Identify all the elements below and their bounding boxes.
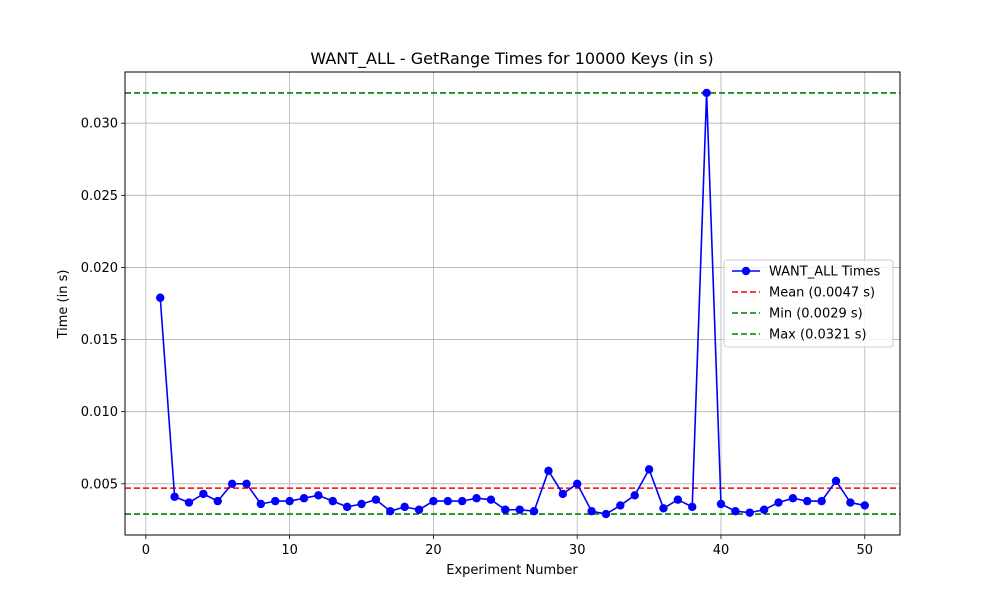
legend: WANT_ALL Times Mean (0.0047 s) Min (0.0029…	[723, 259, 894, 348]
data-point	[515, 505, 524, 514]
data-point	[314, 491, 323, 500]
data-point	[213, 496, 222, 506]
x-axis: 0 10 20 30 40 50	[142, 535, 873, 558]
data-point	[227, 479, 237, 488]
data-point	[745, 508, 754, 517]
data-point	[443, 496, 452, 506]
y-tick-label: 0.020	[81, 261, 118, 276]
data-point	[299, 494, 309, 503]
y-axis-title: Time (in s)	[56, 270, 71, 340]
data-point	[457, 496, 467, 506]
data-point	[803, 496, 812, 506]
legend-label: Max (0.0321 s)	[769, 328, 867, 343]
data-point	[342, 502, 352, 512]
legend-label: WANT_ALL Times	[769, 265, 881, 280]
data-point	[328, 496, 337, 506]
data-point	[242, 479, 251, 488]
data-point	[774, 498, 783, 507]
data-point	[371, 495, 381, 504]
data-point	[601, 509, 611, 519]
data-point	[256, 499, 266, 509]
data-point	[170, 492, 179, 501]
data-point	[846, 498, 855, 507]
data-point	[716, 499, 726, 509]
data-point	[199, 489, 208, 499]
legend-label: Mean (0.0047 s)	[769, 286, 875, 301]
data-point	[644, 465, 654, 474]
y-axis: 0.005 0.010 0.015 0.020 0.025 0.030	[81, 117, 125, 492]
data-point	[271, 496, 280, 506]
legend-box	[723, 259, 894, 348]
x-tick-label: 40	[713, 543, 730, 558]
data-point	[156, 293, 165, 302]
data-point	[472, 494, 481, 503]
y-tick-label: 0.030	[81, 117, 118, 132]
y-tick-label: 0.025	[81, 189, 118, 204]
y-tick-label: 0.005	[81, 477, 118, 492]
data-point	[285, 496, 294, 506]
x-tick-label: 30	[569, 543, 586, 558]
data-point	[486, 495, 496, 504]
y-tick-label: 0.010	[81, 405, 118, 420]
data-point	[688, 502, 697, 512]
y-tick-label: 0.015	[81, 333, 118, 348]
x-tick-label: 0	[142, 543, 150, 558]
x-tick-label: 50	[856, 543, 873, 558]
data-point	[630, 491, 639, 500]
legend-marker	[741, 266, 751, 276]
data-point	[702, 88, 711, 98]
data-point	[386, 507, 395, 516]
data-point	[673, 495, 683, 504]
x-axis-title: Experiment Number	[446, 563, 578, 578]
data-point	[587, 507, 596, 516]
data-point	[616, 501, 625, 510]
data-point	[357, 499, 366, 509]
data-point	[501, 505, 510, 514]
data-point	[573, 479, 582, 488]
data-point	[860, 501, 869, 510]
data-point	[731, 507, 740, 516]
data-point	[184, 498, 194, 507]
data-point	[414, 505, 424, 514]
data-point	[544, 466, 553, 476]
data-point	[759, 505, 769, 514]
data-point	[558, 489, 568, 499]
data-point	[788, 494, 798, 503]
data-point	[831, 476, 841, 486]
x-tick-label: 10	[281, 543, 298, 558]
plot-frame	[124, 71, 901, 536]
series-layer	[156, 88, 869, 519]
data-point	[529, 507, 539, 516]
x-tick-label: 20	[425, 543, 442, 558]
data-point	[429, 496, 438, 506]
data-point	[400, 502, 409, 512]
chart-title: WANT_ALL - GetRange Times for 10000 Keys…	[310, 49, 713, 69]
reference-lines	[125, 92, 900, 515]
legend-label: Min (0.0029 s)	[769, 307, 863, 322]
data-point	[659, 504, 668, 513]
data-point	[817, 496, 826, 506]
